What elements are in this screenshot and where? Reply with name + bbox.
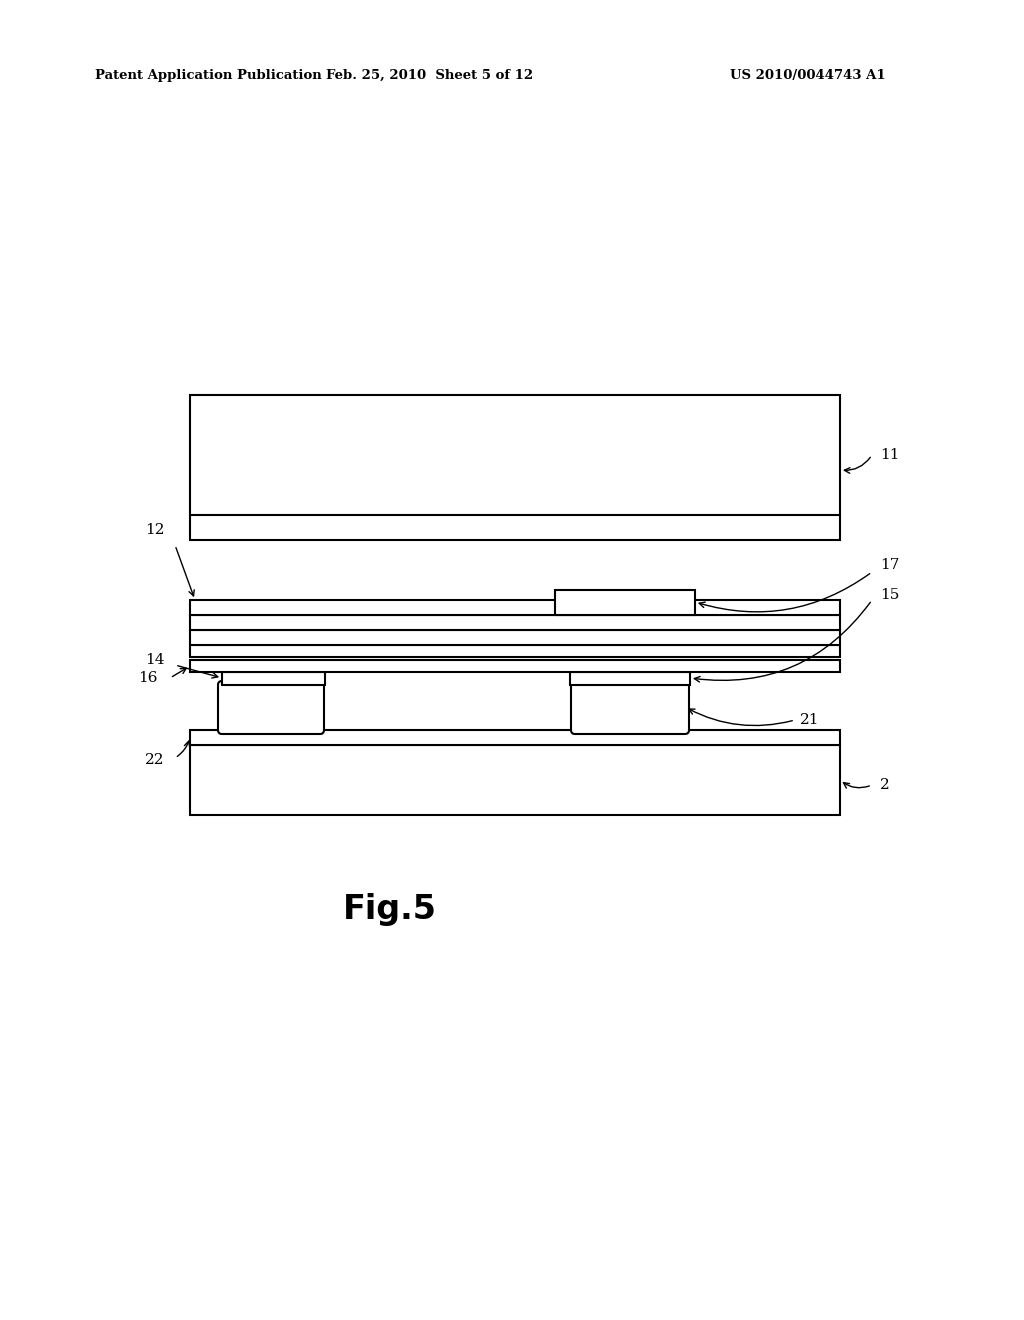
Text: 21: 21 xyxy=(800,713,819,727)
Text: 14: 14 xyxy=(145,653,165,667)
Bar xyxy=(190,601,840,615)
Bar xyxy=(190,744,840,814)
Bar xyxy=(190,645,840,657)
Bar xyxy=(570,672,690,685)
Text: 12: 12 xyxy=(145,523,165,537)
FancyBboxPatch shape xyxy=(571,681,689,734)
Text: 15: 15 xyxy=(880,587,899,602)
Text: 16: 16 xyxy=(138,671,158,685)
Bar xyxy=(555,590,695,615)
Text: 2: 2 xyxy=(880,777,890,792)
Bar xyxy=(190,730,840,744)
Text: Patent Application Publication: Patent Application Publication xyxy=(95,69,322,82)
FancyBboxPatch shape xyxy=(218,681,324,734)
Text: Fig.5: Fig.5 xyxy=(343,894,437,927)
Text: Feb. 25, 2010  Sheet 5 of 12: Feb. 25, 2010 Sheet 5 of 12 xyxy=(327,69,534,82)
Bar xyxy=(190,395,840,540)
Text: 17: 17 xyxy=(880,558,899,572)
Bar xyxy=(190,660,840,672)
Text: 11: 11 xyxy=(880,447,899,462)
Text: US 2010/0044743 A1: US 2010/0044743 A1 xyxy=(730,69,886,82)
Bar xyxy=(190,630,840,645)
Text: 22: 22 xyxy=(145,752,165,767)
Bar xyxy=(222,672,325,685)
Bar xyxy=(190,615,840,630)
